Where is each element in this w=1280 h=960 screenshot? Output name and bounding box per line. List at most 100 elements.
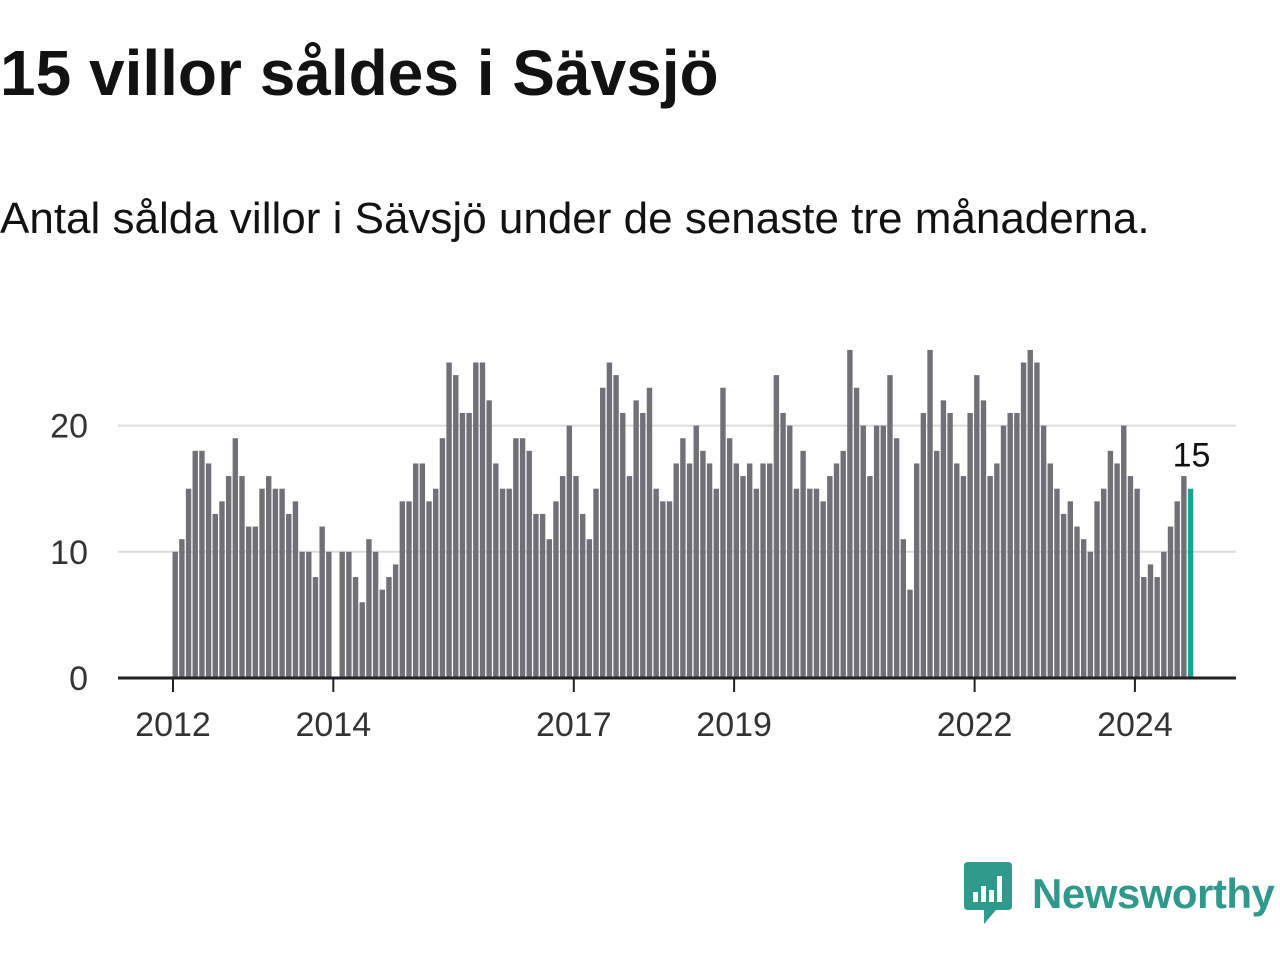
bar [225,476,232,678]
bar [433,488,439,678]
bar [954,463,960,678]
bar [1000,425,1007,678]
bar [172,551,178,678]
bar [386,577,392,678]
bar [1007,412,1013,678]
bar [1027,349,1033,678]
bar [974,375,980,678]
bar [252,526,259,678]
bar [553,501,559,678]
bar [873,425,880,678]
bar [887,375,893,678]
bar [880,425,886,678]
bar [773,375,780,678]
bar [746,463,753,678]
bar [212,513,218,678]
bar [239,476,245,678]
bar [1040,425,1047,678]
bar [312,577,319,678]
bar [853,387,860,678]
bar [306,551,312,678]
bar [967,412,973,678]
bar [680,438,686,678]
bar [753,488,760,678]
bar [1161,551,1167,678]
bar [506,488,512,678]
bar [473,362,479,678]
page-title: 15 villor såldes i Sävsjö [0,37,719,109]
bar [379,589,385,678]
bar [934,450,940,678]
bar [1147,564,1154,678]
bar [1014,412,1020,678]
bar [292,501,299,678]
x-tick-label: 2019 [696,706,772,744]
bar [392,564,399,678]
bar [279,488,285,678]
bar [1094,501,1100,678]
bar [1054,488,1060,678]
bar [787,425,793,678]
bar [319,526,325,678]
bar [499,488,506,678]
bar-highlight [1187,488,1194,678]
bar [1127,476,1134,678]
bar [586,539,593,678]
bar [352,577,359,678]
bar [1121,425,1127,678]
bar [767,463,773,678]
bar [653,488,659,678]
bar [907,589,913,678]
bar [1154,577,1160,678]
bar [686,463,693,678]
axes: 0 10 20 2012 2014 2017 2019 2022 2024 [50,408,1236,744]
bar [519,438,526,678]
bar [579,513,586,678]
bar [426,501,432,678]
bar [179,539,185,678]
bar [573,476,579,678]
bar [960,476,967,678]
y-tick-label: 0 [69,660,88,698]
bar [900,539,907,678]
x-tick-label: 2022 [937,706,1013,744]
bar [666,501,673,678]
bar [1034,362,1040,678]
bar [793,488,800,678]
bar [720,387,726,678]
bar [1107,450,1114,678]
bar [606,362,613,678]
bar [266,476,272,678]
bar [820,501,826,678]
bar [646,387,653,678]
x-tick-label: 2014 [295,706,371,744]
bar [940,400,947,678]
bar [613,375,619,678]
brand-name: Newsworthy [1032,870,1275,917]
bar [1080,539,1087,678]
bar [600,387,606,678]
bar [1087,551,1094,678]
bar [399,501,406,678]
bar [219,501,225,678]
bar [366,539,372,678]
bar [526,450,532,678]
bar [286,513,292,678]
bar [185,488,192,678]
bar [927,349,933,678]
bar [1167,526,1174,678]
bar [326,551,332,678]
x-tick-label: 2017 [536,706,612,744]
bar [479,362,486,678]
bar [867,476,873,678]
bar [980,400,987,678]
bar [593,488,599,678]
bar [533,513,539,678]
bar [800,450,806,678]
y-tick-label: 20 [50,408,88,446]
bar [539,513,546,678]
bar [640,412,646,678]
bar [807,488,813,678]
bar [827,476,833,678]
bar [1101,488,1107,678]
